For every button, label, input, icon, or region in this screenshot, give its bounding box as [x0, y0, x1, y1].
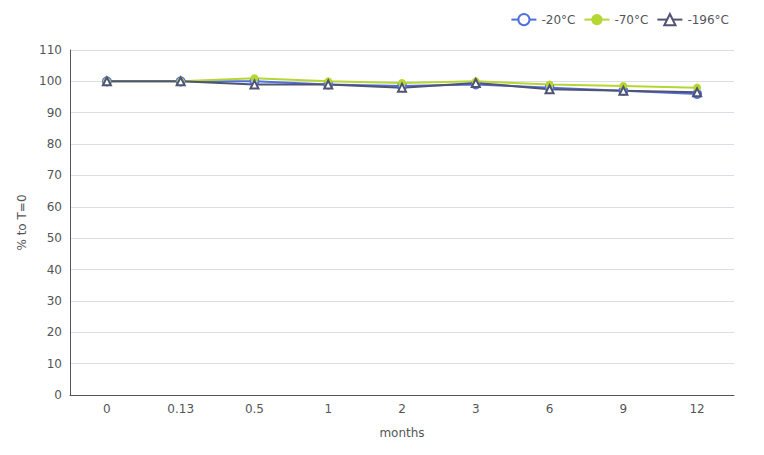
svg-text:70: 70 — [47, 168, 62, 182]
svg-text:months: months — [379, 426, 424, 440]
svg-text:80: 80 — [47, 137, 62, 151]
svg-text:3: 3 — [472, 402, 480, 416]
svg-text:10: 10 — [47, 357, 62, 371]
svg-text:0.13: 0.13 — [167, 402, 194, 416]
svg-text:30: 30 — [47, 294, 62, 308]
svg-text:90: 90 — [47, 106, 62, 120]
svg-text:40: 40 — [47, 263, 62, 277]
svg-text:% to T=0: % to T=0 — [15, 194, 29, 250]
svg-text:110: 110 — [39, 43, 62, 57]
svg-text:6: 6 — [546, 402, 554, 416]
svg-text:-70°C: -70°C — [614, 13, 648, 27]
svg-text:-196°C: -196°C — [687, 13, 729, 27]
svg-text:60: 60 — [47, 200, 62, 214]
svg-text:-20°C: -20°C — [541, 13, 575, 27]
svg-text:0.5: 0.5 — [245, 402, 264, 416]
svg-text:0: 0 — [54, 388, 62, 402]
svg-text:0: 0 — [103, 402, 111, 416]
svg-text:100: 100 — [39, 74, 62, 88]
svg-text:2: 2 — [398, 402, 406, 416]
svg-text:12: 12 — [689, 402, 704, 416]
svg-text:1: 1 — [324, 402, 332, 416]
svg-text:50: 50 — [47, 231, 62, 245]
svg-text:9: 9 — [620, 402, 628, 416]
svg-text:20: 20 — [47, 325, 62, 339]
